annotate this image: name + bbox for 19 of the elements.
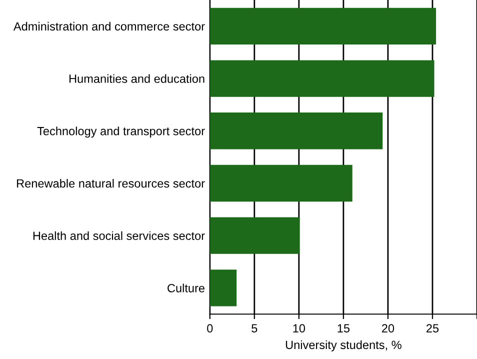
bar [210,60,434,97]
bar [210,8,436,44]
bar [210,270,237,306]
y-tick-label: Renewable natural resources sector [17,178,205,188]
y-tick-label: Administration and commerce sector [13,22,205,31]
bar [210,217,300,254]
y-tick-label: Health and social services sector [33,231,205,240]
x-tick-label: 0 [207,324,213,333]
y-tick-label: Culture [168,284,204,292]
x-tick-label: 25 [426,324,439,333]
bar [210,164,352,202]
x-tick-label: 5 [252,324,258,333]
bar [210,112,383,150]
x-tick-label: 10 [293,324,306,333]
x-tick-label: 20 [382,324,394,333]
x-tick-label: 15 [338,324,350,333]
y-tick-label: Technology and transport sector [37,126,205,138]
y-tick-label: Humanities and education [69,74,204,83]
x-axis-title: University students, % [286,340,402,352]
